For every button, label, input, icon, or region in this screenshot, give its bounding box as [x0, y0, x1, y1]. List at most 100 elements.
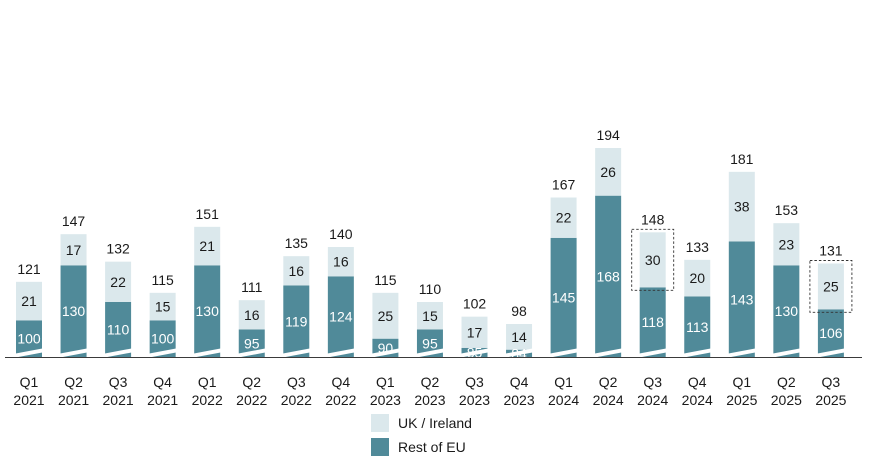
bar-eu-q3-2025: [817, 309, 844, 357]
total-label-q4-2022: 140: [329, 226, 353, 242]
bar-eu-q1-2025: [728, 241, 755, 357]
value-label-uk-q2-2021: 17: [66, 242, 82, 258]
bar-eu-q2-2021: [60, 265, 87, 357]
legend-label-uk-ireland: UK / Ireland: [398, 415, 472, 431]
tick-label-year-q2-2022: 2022: [236, 392, 267, 408]
total-label-q3-2025: 131: [819, 243, 843, 259]
value-label-uk-q3-2022: 16: [289, 263, 305, 279]
tick-label-year-q1-2024: 2024: [548, 392, 579, 408]
tick-label-year-q1-2021: 2021: [13, 392, 44, 408]
total-label-q3-2023: 102: [463, 296, 487, 312]
tick-label-year-q1-2025: 2025: [726, 392, 757, 408]
tick-label-year-q3-2024: 2024: [637, 392, 668, 408]
axis-break-q1-2023: [369, 348, 402, 358]
value-label-uk-q3-2021: 22: [110, 274, 126, 290]
bar-uk-q1-2025: [728, 171, 755, 242]
bar-uk-q1-2024: [550, 197, 577, 238]
axis-break-q2-2023: [413, 348, 446, 358]
axis-break-q1-2021: [13, 348, 45, 358]
value-label-uk-q3-2024: 30: [645, 252, 661, 268]
legend-label-rest-of-eu: Rest of EU: [398, 439, 466, 455]
value-label-uk-q3-2023: 17: [467, 324, 483, 340]
value-label-eu-q3-2024: 118: [642, 314, 665, 330]
tick-label-quarter-q4-2024: Q4: [688, 374, 707, 390]
bar-uk-q1-2021: [16, 281, 42, 321]
tick-label-quarter-q1-2021: Q1: [20, 374, 39, 390]
tick-label-year-q1-2023: 2023: [370, 392, 401, 408]
total-label-q2-2024: 194: [596, 127, 620, 143]
tick-label-quarter-q2-2023: Q2: [421, 374, 440, 390]
total-label-q3-2024: 148: [641, 211, 665, 227]
bar-uk-q2-2021: [60, 234, 87, 266]
bar-uk-q2-2023: [416, 302, 443, 330]
total-label-q1-2025: 181: [730, 151, 754, 167]
value-label-uk-q1-2024: 22: [556, 210, 572, 226]
total-label-q1-2022: 151: [196, 206, 220, 222]
tick-label-quarter-q4-2022: Q4: [332, 374, 351, 390]
axis-break-q2-2022: [235, 348, 268, 358]
bar-uk-q4-2024: [684, 259, 711, 297]
tick-label-year-q4-2023: 2023: [503, 392, 534, 408]
bar-uk-q2-2025: [773, 223, 800, 266]
tick-label-quarter-q3-2021: Q3: [109, 374, 128, 390]
legend-item-rest-of-eu: Rest of EU: [371, 436, 472, 458]
total-label-q4-2024: 133: [686, 239, 710, 255]
tick-label-quarter-q2-2024: Q2: [599, 374, 618, 390]
bar-uk-q2-2022: [238, 300, 265, 330]
bar-eu-q4-2024: [684, 296, 711, 357]
tick-label-year-q2-2023: 2023: [414, 392, 445, 408]
bar-uk-q3-2021: [105, 261, 132, 303]
highlight-box-q3-2024: [631, 228, 675, 291]
tick-label-year-q2-2024: 2024: [593, 392, 624, 408]
tick-label-year-q4-2024: 2024: [682, 392, 713, 408]
value-label-eu-q1-2022: 130: [196, 303, 220, 319]
value-label-eu-q3-2022: 119: [285, 313, 308, 329]
bar-uk-q4-2023: [506, 324, 533, 350]
value-label-eu-q4-2021: 100: [151, 331, 175, 347]
axis-break-q3-2023: [458, 348, 491, 358]
bar-eu-q1-2022: [194, 265, 221, 357]
tick-label-quarter-q4-2023: Q4: [510, 374, 529, 390]
total-label-q1-2023: 115: [374, 272, 397, 288]
tick-label-quarter-q2-2022: Q2: [242, 374, 261, 390]
tick-label-quarter-q1-2024: Q1: [554, 374, 573, 390]
total-label-q2-2023: 110: [419, 281, 442, 297]
value-label-eu-q2-2022: 95: [244, 335, 260, 351]
value-label-uk-q4-2024: 20: [689, 270, 705, 286]
bar-uk-q3-2022: [283, 256, 310, 286]
value-label-eu-q2-2023: 95: [422, 335, 438, 351]
value-label-uk-q4-2022: 16: [333, 254, 349, 270]
value-label-eu-q3-2021: 110: [107, 322, 130, 338]
bar-eu-q2-2025: [773, 265, 800, 357]
bar-eu-q4-2022: [327, 276, 354, 357]
bar-uk-q1-2023: [372, 292, 399, 339]
value-label-uk-q2-2023: 15: [422, 308, 438, 324]
bar-eu-q2-2024: [595, 195, 622, 357]
bar-uk-q4-2021: [149, 292, 176, 321]
tick-label-quarter-q4-2021: Q4: [153, 374, 172, 390]
bar-uk-q4-2022: [327, 247, 354, 277]
axis-break-q4-2022: [324, 348, 357, 358]
value-label-uk-q1-2025: 38: [734, 199, 750, 215]
total-label-q2-2022: 111: [241, 279, 262, 295]
value-label-eu-q4-2023: 84: [511, 345, 527, 361]
tick-label-quarter-q3-2025: Q3: [822, 374, 841, 390]
axis-break-q2-2025: [770, 348, 803, 358]
tick-label-year-q3-2025: 2025: [815, 392, 846, 408]
total-label-q1-2021: 121: [17, 261, 41, 277]
value-label-uk-q2-2022: 16: [244, 307, 260, 323]
axis-break-q1-2025: [725, 348, 758, 358]
legend-swatch-rest-of-eu: [371, 438, 389, 456]
tick-label-year-q3-2022: 2022: [281, 392, 312, 408]
tick-label-year-q3-2021: 2021: [103, 392, 134, 408]
value-label-uk-q4-2021: 15: [155, 299, 171, 315]
tick-label-quarter-q2-2021: Q2: [64, 374, 83, 390]
highlight-box-q3-2025: [809, 260, 853, 313]
axis-break-q3-2021: [102, 348, 135, 358]
value-label-eu-q4-2024: 113: [686, 319, 709, 335]
tick-label-year-q2-2021: 2021: [58, 392, 89, 408]
tick-label-quarter-q1-2022: Q1: [198, 374, 217, 390]
axis-break-q1-2022: [191, 348, 224, 358]
bar-uk-q2-2024: [595, 148, 622, 196]
